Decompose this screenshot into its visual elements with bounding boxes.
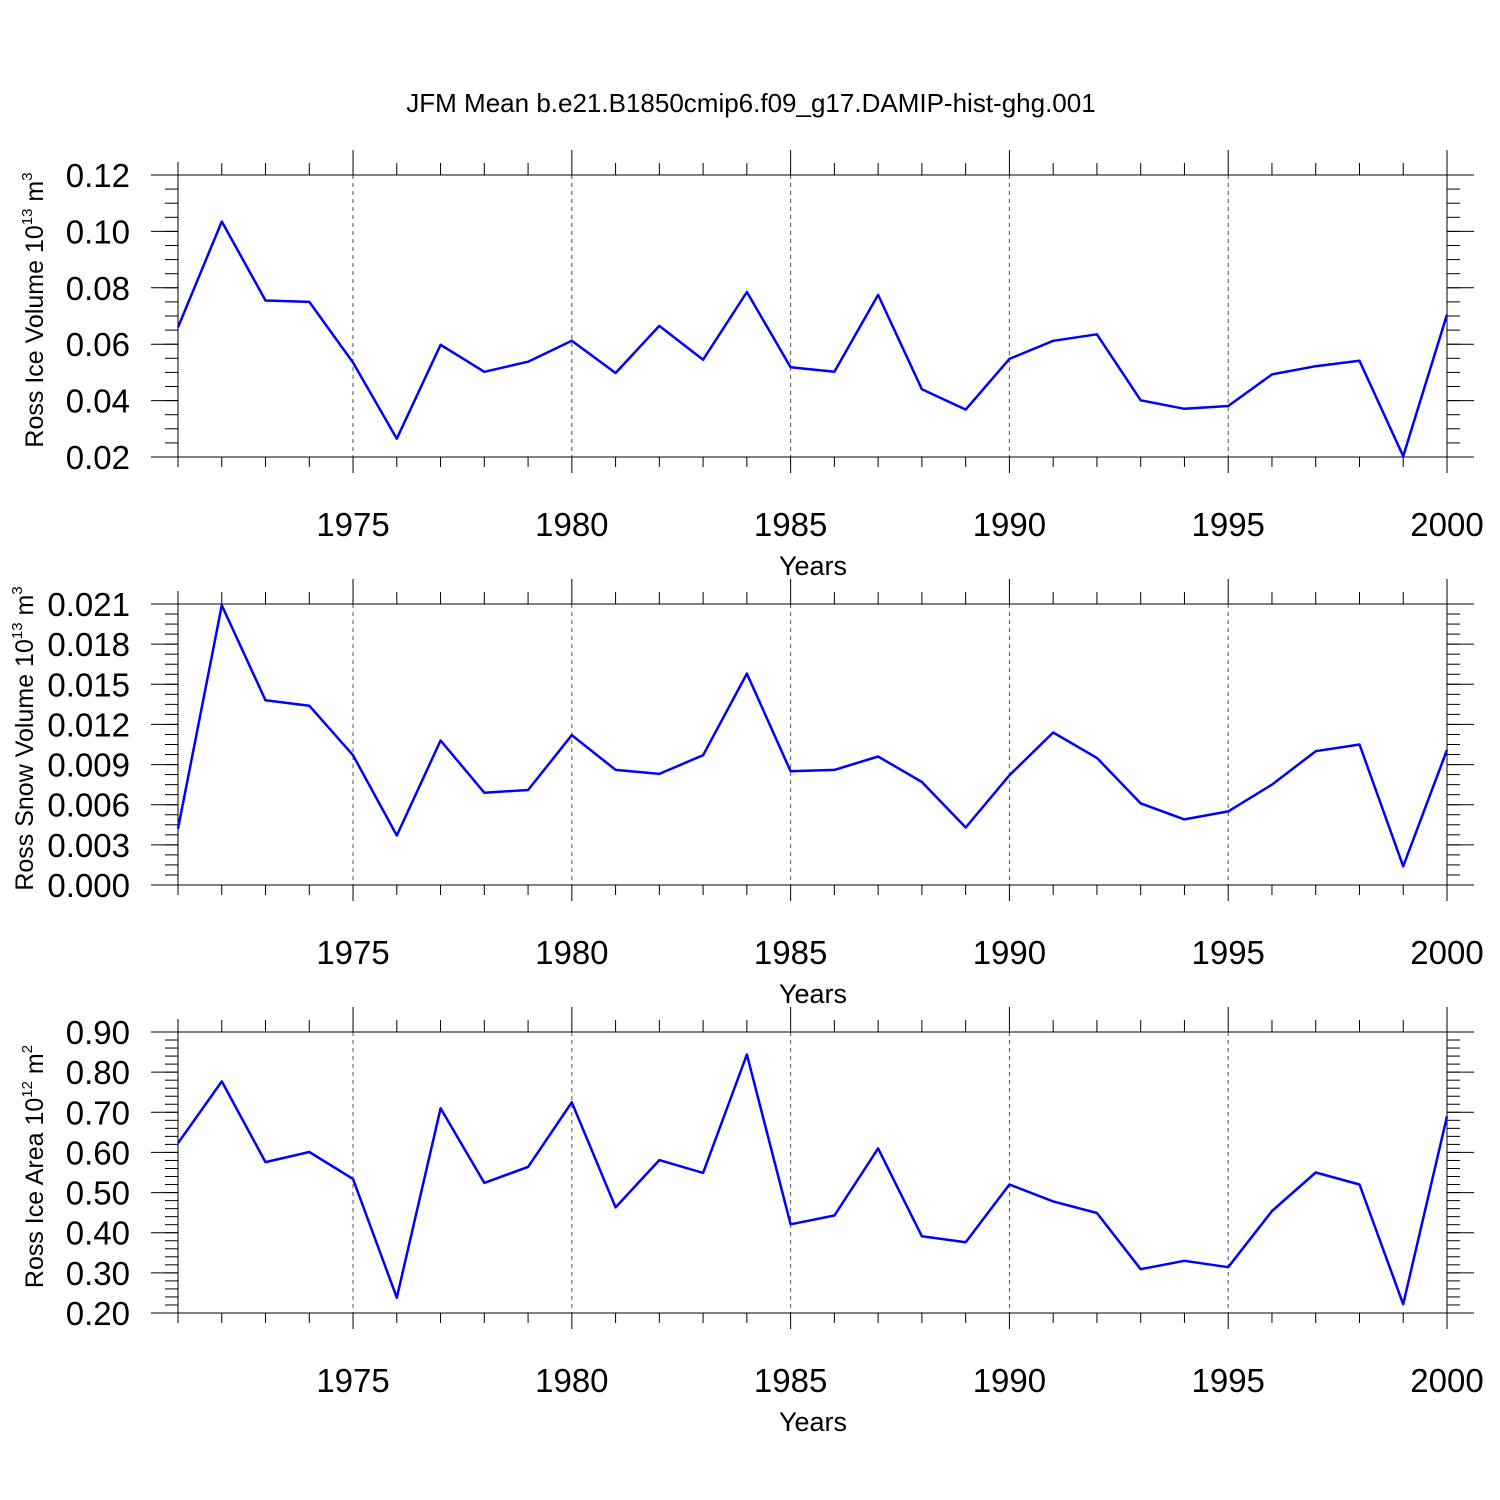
y-axis-title: Ross Ice Area 1012 m2	[19, 1045, 49, 1288]
x-tick-label: 1990	[973, 1362, 1046, 1399]
y-tick-label: 0.20	[66, 1295, 130, 1332]
y-tick-label: 0.009	[47, 747, 130, 784]
y-tick-label: 0.018	[47, 626, 130, 663]
x-tick-label: 1995	[1191, 506, 1264, 543]
x-tick-label: 1975	[316, 1362, 389, 1399]
y-tick-label: 0.10	[66, 213, 130, 250]
series-line	[176, 1053, 1449, 1306]
x-tick-label: 1990	[973, 506, 1046, 543]
y-tick-label: 0.021	[47, 586, 130, 623]
chart-title: JFM Mean b.e21.B1850cmip6.f09_g17.DAMIP-…	[406, 88, 1095, 118]
x-tick-label: 1980	[535, 934, 608, 971]
y-axis-title: Ross Ice Volume 1013 m3	[19, 172, 49, 447]
y-tick-label: 0.06	[66, 326, 130, 363]
x-tick-label: 1975	[316, 934, 389, 971]
y-tick-label: 0.015	[47, 666, 130, 703]
series-line	[176, 604, 1449, 868]
y-tick-label: 0.70	[66, 1094, 130, 1131]
x-tick-label: 1995	[1191, 1362, 1264, 1399]
x-tick-label: 1990	[973, 934, 1046, 971]
x-tick-label: 1985	[754, 506, 827, 543]
y-tick-label: 0.60	[66, 1134, 130, 1171]
y-tick-label: 0.80	[66, 1054, 130, 1091]
x-axis-title: Years	[779, 1407, 847, 1437]
y-tick-label: 0.04	[66, 383, 130, 420]
y-tick-label: 0.50	[66, 1175, 130, 1212]
x-tick-label: 1985	[754, 1362, 827, 1399]
chart-panel-3: 0.200.300.400.50 0.600.700.800.90 1975 1980…	[19, 1007, 1484, 1437]
x-tick-label: 1985	[754, 934, 827, 971]
y-tick-label: 0.30	[66, 1255, 130, 1292]
y-tick-label: 0.02	[66, 439, 130, 476]
x-tick-label: 2000	[1410, 1362, 1483, 1399]
x-axis-title: Years	[779, 979, 847, 1009]
x-tick-label: 1980	[535, 1362, 608, 1399]
x-tick-label: 1995	[1191, 934, 1264, 971]
x-axis-title: Years	[779, 551, 847, 581]
y-tick-label: 0.006	[47, 787, 130, 824]
y-tick-label: 0.000	[47, 867, 130, 904]
y-tick-label: 0.90	[66, 1014, 130, 1051]
series-line	[176, 220, 1449, 458]
y-tick-label: 0.012	[47, 706, 130, 743]
x-tick-label: 2000	[1410, 934, 1483, 971]
y-tick-label: 0.08	[66, 270, 130, 307]
y-axis-title: Ross Snow Volume 1013 m3	[9, 586, 39, 890]
chart-panel-1: 0.02 0.04 0.06 0.08 0.10 0.12 1975 1980 1985 1990…	[19, 150, 1484, 581]
y-tick-label: 0.40	[66, 1215, 130, 1252]
y-tick-label: 0.003	[47, 827, 130, 864]
x-tick-label: 2000	[1410, 506, 1483, 543]
y-tick-label: 0.12	[66, 157, 130, 194]
x-tick-label: 1975	[316, 506, 389, 543]
x-tick-label: 1980	[535, 506, 608, 543]
